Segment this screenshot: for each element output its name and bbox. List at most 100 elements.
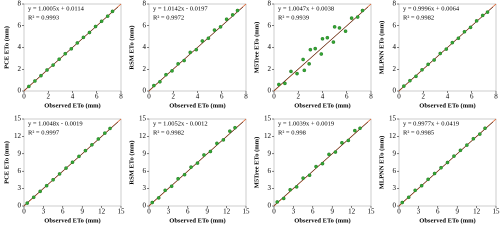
y-tick-label: 3 — [268, 184, 272, 192]
point — [402, 84, 406, 88]
y-tick-label: 4 — [143, 43, 147, 51]
point — [202, 153, 206, 157]
x-tick-label: 6 — [436, 208, 440, 216]
point — [90, 143, 94, 147]
point — [75, 41, 80, 45]
point — [230, 13, 235, 17]
point — [314, 164, 318, 169]
point — [414, 74, 418, 79]
y-tick-label: 6 — [18, 167, 22, 175]
point — [200, 39, 205, 43]
point — [327, 152, 331, 157]
x-tick-label: 3 — [42, 208, 46, 216]
point — [474, 19, 479, 23]
y-axis-label: MLPNN ETo (mm) — [378, 21, 385, 75]
point — [478, 132, 482, 136]
point — [485, 10, 490, 14]
point — [333, 150, 338, 154]
x-axis-label: Observed ETo (mm) — [419, 102, 475, 109]
point — [224, 17, 229, 22]
annotation: R² = 0.9997 — [28, 129, 60, 136]
point — [346, 138, 351, 143]
annotation: R² = 0.9982 — [153, 129, 184, 136]
x-tick-label: 6 — [61, 208, 65, 216]
x-tick-label: 9 — [330, 208, 334, 216]
point — [164, 72, 168, 77]
point — [458, 148, 463, 153]
x-tick-label: 0 — [397, 93, 401, 101]
point — [152, 83, 156, 88]
point — [277, 82, 281, 87]
annotation-box — [401, 120, 457, 138]
y-tick-label: 0 — [268, 202, 272, 210]
x-tick-label: 8 — [244, 93, 248, 101]
y-tick-label: 0 — [393, 202, 397, 210]
point — [483, 126, 487, 131]
figure: 0 2 4 6 8 0 2 4 6 8 y = 1.0005x + 0.0114 R² = 0.999… — [3, 0, 500, 224]
point — [325, 35, 330, 40]
point — [63, 51, 68, 56]
plot-area — [398, 118, 497, 207]
x-axis-label: Observed ETo (mm) — [294, 102, 350, 109]
point — [281, 196, 286, 201]
point — [471, 136, 476, 141]
annotation-box — [276, 120, 332, 138]
point — [87, 30, 92, 35]
point — [51, 63, 55, 67]
point — [235, 8, 240, 13]
x-tick-label: 4 — [196, 93, 200, 101]
point — [156, 196, 161, 200]
x-tick-label: 6 — [186, 208, 190, 216]
x-axis-label: Observed ETo (mm) — [44, 102, 100, 109]
x-axis-label: Observed ETo (mm) — [169, 217, 225, 224]
x-tick-label: 4 — [71, 93, 75, 101]
x-tick-label: 15 — [118, 208, 126, 216]
point — [233, 125, 237, 130]
point — [206, 36, 211, 41]
point — [170, 69, 174, 73]
plot-area — [23, 118, 122, 207]
point — [420, 67, 424, 72]
y-axis-label: RSM ETo (mm) — [128, 25, 135, 69]
y-tick-label: 2 — [143, 65, 147, 73]
x-tick-label: 3 — [292, 208, 296, 216]
point — [320, 161, 325, 166]
y-tick-label: 4 — [393, 43, 397, 51]
x-tick-label: 6 — [345, 93, 349, 101]
x-axis-label: Observed ETo (mm) — [294, 217, 350, 224]
annotation: R² = 0.9985 — [403, 129, 434, 136]
point — [301, 57, 305, 62]
y-tick-label: 3 — [143, 184, 147, 192]
y-tick-label: 6 — [143, 167, 147, 175]
point — [332, 25, 337, 29]
point — [308, 47, 313, 52]
point — [188, 50, 193, 55]
point — [289, 69, 293, 74]
y-tick-label: 4 — [268, 43, 272, 51]
x-tick-label: 2 — [422, 93, 426, 101]
y-tick-label: 0 — [143, 202, 147, 210]
y-axis-label: MLPNN ETo (mm) — [378, 136, 385, 190]
x-tick-label: 15 — [493, 208, 500, 216]
point — [450, 40, 455, 45]
y-tick-label: 12 — [139, 132, 147, 140]
point — [39, 73, 43, 78]
point — [83, 148, 88, 153]
annotation-box — [26, 120, 82, 138]
point — [158, 79, 162, 84]
x-axis-label: Observed ETo (mm) — [169, 102, 225, 109]
point — [57, 57, 61, 62]
point — [462, 29, 467, 34]
x-tick-label: 6 — [95, 93, 99, 101]
y-tick-label: 0 — [18, 87, 22, 95]
x-tick-label: 0 — [22, 208, 26, 216]
point — [468, 25, 473, 30]
point — [439, 165, 443, 170]
point — [96, 137, 101, 141]
y-tick-label: 6 — [143, 21, 147, 29]
point — [69, 47, 74, 51]
y-tick-label: 6 — [268, 167, 272, 175]
point — [438, 51, 443, 56]
y-tick-label: 3 — [18, 184, 22, 192]
annotation-box — [151, 5, 207, 23]
